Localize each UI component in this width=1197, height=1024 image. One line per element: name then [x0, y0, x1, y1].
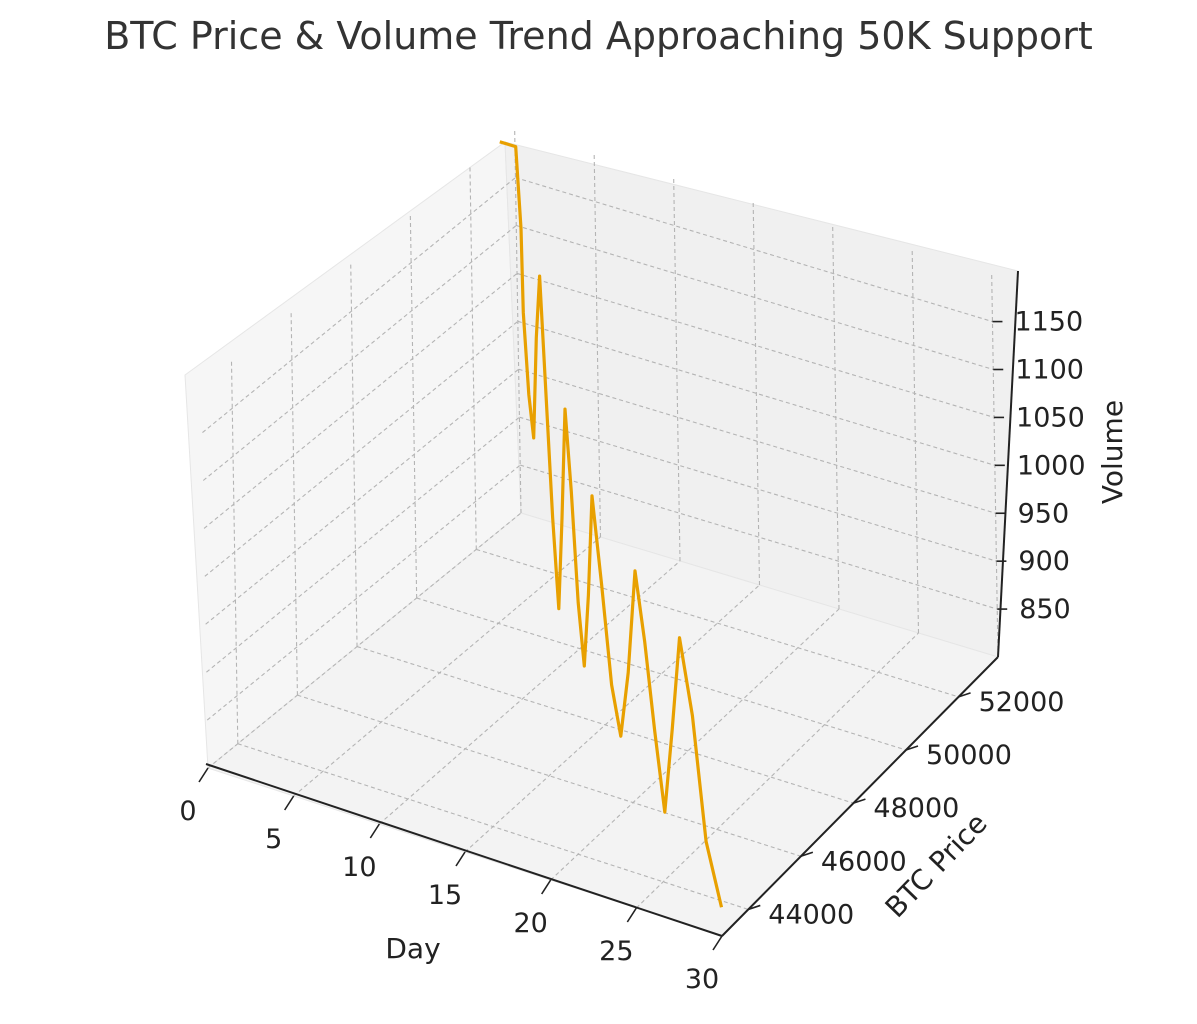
x-tick-label: 25	[599, 936, 633, 967]
y-axis-line	[721, 656, 999, 937]
x-tick-mark	[712, 935, 723, 951]
x-grid-floor	[293, 536, 601, 797]
x-tick-mark	[198, 767, 209, 783]
z-tick-label: 900	[1018, 546, 1070, 577]
y-grid-floor	[356, 646, 854, 804]
x-tick-label: 10	[342, 852, 376, 883]
x-tick-label: 15	[428, 880, 462, 911]
x-tick-label: 20	[513, 908, 547, 939]
z-tick-label: 950	[1018, 498, 1070, 529]
x-grid-back	[673, 177, 681, 562]
x-tick-mark	[283, 795, 295, 811]
y-grid-floor	[416, 597, 907, 751]
x-axis-label: Day	[385, 932, 440, 965]
z-tick-label: 1000	[1017, 450, 1086, 481]
x-grid-floor	[635, 632, 919, 909]
z-grid-back	[520, 464, 998, 610]
series-line	[499, 140, 724, 908]
x-grid-floor	[464, 584, 760, 853]
tick-labels: 0 5 10 15 20 25 30 44000 46000 48000 50000 52000 850…	[179, 307, 1085, 995]
series-line-group	[499, 140, 724, 908]
x-tick-mark	[455, 851, 466, 867]
z-grid-left	[202, 177, 516, 434]
x-grid-back	[593, 153, 602, 538]
z-grid-left	[206, 464, 521, 721]
z-tick-label: 1150	[1014, 307, 1083, 338]
x-tick-label: 0	[179, 796, 196, 827]
z-grid-left	[204, 320, 519, 577]
z-grid-left	[205, 368, 519, 625]
z-axis-line	[997, 270, 1019, 658]
z-grid-back	[516, 272, 995, 418]
x-grid-floor	[207, 512, 522, 769]
z-grid-left	[203, 272, 518, 529]
chart-title: BTC Price & Volume Trend Approaching 50K…	[104, 14, 1093, 58]
y-tick-label: 48000	[873, 793, 959, 824]
z-tick-label: 850	[1019, 594, 1071, 625]
x-tick-mark	[540, 879, 552, 895]
grid-lines	[202, 129, 999, 937]
x-tick-label: 30	[685, 964, 719, 995]
y-tick-label: 46000	[821, 846, 907, 877]
x-tick-label: 5	[265, 824, 282, 855]
z-tick-label: 1100	[1015, 355, 1084, 386]
z-grid-left	[202, 225, 517, 481]
x-tick-mark	[626, 907, 638, 923]
z-grid-back	[518, 368, 996, 514]
x-grid-back	[752, 201, 761, 586]
z-grid-back	[516, 224, 994, 371]
y-tick-label: 52000	[979, 687, 1065, 718]
x-axis-line	[205, 763, 723, 937]
z-grid-left	[206, 416, 520, 673]
x-tick-mark	[369, 823, 381, 839]
z-grid-back	[515, 177, 993, 323]
z-axis-label: Volume	[1096, 400, 1129, 504]
axes	[198, 270, 1019, 951]
z-grid-back	[519, 416, 997, 562]
z-tick-label: 1050	[1016, 402, 1085, 433]
y-tick-label: 50000	[926, 740, 1012, 771]
y-grid-floor	[237, 743, 749, 910]
x-grid-floor	[378, 560, 681, 825]
y-tick-label: 44000	[768, 899, 854, 930]
z-grid-back	[517, 320, 995, 466]
